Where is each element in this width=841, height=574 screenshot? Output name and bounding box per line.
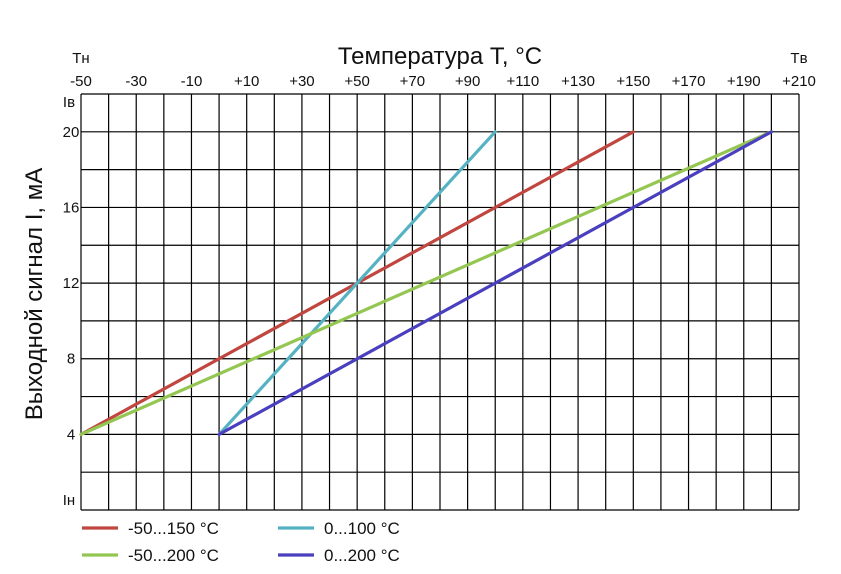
series-lines	[79, 130, 774, 436]
y-axis-high-label: Iв	[63, 94, 75, 111]
series-line	[79, 130, 774, 436]
x-axis-high-label: Tв	[790, 50, 807, 67]
y-tick-label: 12	[63, 275, 80, 292]
legend-label: 0...200 °C	[324, 546, 400, 565]
legend: -50...150 °C 0...100 °C -50...200 °C 0...20…	[82, 519, 400, 565]
x-tick-label: +110	[507, 73, 540, 90]
chart-title: Температура T, °C	[338, 43, 542, 70]
x-tick-label: +170	[672, 73, 706, 90]
x-tick-label: -10	[181, 73, 203, 90]
y-tick-label: 8	[67, 351, 75, 368]
x-tick-label: +150	[616, 73, 650, 90]
x-tick-label: +30	[289, 73, 314, 90]
x-tick-label: +130	[561, 73, 595, 90]
y-tick-label: 4	[67, 426, 75, 443]
x-axis-low-label: Tн	[72, 50, 89, 67]
x-tick-label: +50	[344, 73, 369, 90]
grid	[80, 93, 800, 511]
series-line	[217, 130, 497, 436]
axis-labels: Температура T, °C Выходной сигнал I, мА …	[21, 43, 816, 509]
legend-label: 0...100 °C	[324, 519, 400, 538]
series-line	[217, 130, 774, 436]
y-tick-label: 20	[63, 124, 80, 141]
x-tick-label: +210	[782, 73, 816, 90]
legend-label: -50...150 °C	[128, 519, 219, 538]
y-axis-low-label: Iн	[63, 492, 75, 509]
y-tick-label: 16	[63, 199, 80, 216]
x-tick-label: +90	[455, 73, 480, 90]
x-tick-label: +70	[400, 73, 425, 90]
x-tick-label: +10	[234, 73, 259, 90]
x-tick-label: -30	[125, 73, 147, 90]
x-tick-label: -50	[70, 73, 92, 90]
x-tick-label: +190	[727, 73, 761, 90]
y-axis-label: Выходной сигнал I, мА	[21, 168, 48, 420]
legend-label: -50...200 °C	[128, 546, 219, 565]
